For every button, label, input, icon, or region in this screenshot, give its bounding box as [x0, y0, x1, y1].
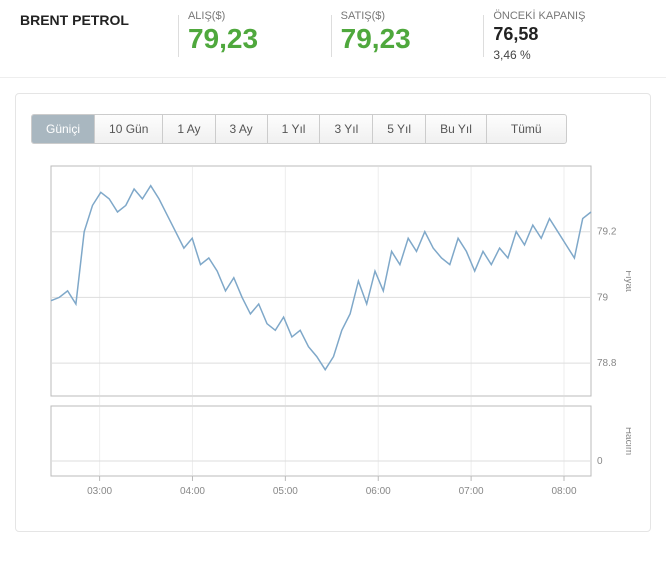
- tab-tümü[interactable]: Tümü: [487, 115, 566, 143]
- tab-3-ay[interactable]: 3 Ay: [216, 115, 268, 143]
- price-chart[interactable]: 78.8 79 79.2 0 03:00 04:00 05:00 06:00 07:00 08:0…: [31, 156, 631, 516]
- prev-close-col: ÖNCEKİ KAPANIŞ 76,58 3,46 %: [493, 10, 646, 62]
- tab-güniçi[interactable]: Güniçi: [32, 115, 95, 143]
- buy-value: 79,23: [188, 24, 341, 55]
- instrument-title: BRENT PETROL: [20, 10, 188, 28]
- svg-text:0: 0: [597, 456, 603, 467]
- svg-text:07:00: 07:00: [459, 486, 484, 497]
- chart-container: 78.8 79 79.2 0 03:00 04:00 05:00 06:00 07:00 08:0…: [31, 156, 635, 516]
- svg-text:05:00: 05:00: [273, 486, 298, 497]
- svg-text:78.8: 78.8: [597, 358, 617, 369]
- svg-text:79.2: 79.2: [597, 226, 617, 237]
- tab-10-gün[interactable]: 10 Gün: [95, 115, 163, 143]
- sell-label: SATIŞ($): [341, 10, 494, 22]
- chart-panel: Güniçi10 Gün1 Ay3 Ay1 Yıl3 Yıl5 YılBu Yı…: [15, 93, 651, 532]
- buy-label: ALIŞ($): [188, 10, 341, 22]
- svg-text:03:00: 03:00: [87, 486, 112, 497]
- svg-text:08:00: 08:00: [551, 486, 576, 497]
- tab-bu-yıl[interactable]: Bu Yıl: [426, 115, 487, 143]
- prev-close-value: 76,58: [493, 24, 646, 46]
- timeframe-tabs: Güniçi10 Gün1 Ay3 Ay1 Yıl3 Yıl5 YılBu Yı…: [31, 114, 567, 144]
- tab-1-yıl[interactable]: 1 Yıl: [268, 115, 321, 143]
- prev-close-label: ÖNCEKİ KAPANIŞ: [493, 10, 646, 22]
- instrument-title-col: BRENT PETROL: [20, 10, 188, 62]
- svg-text:06:00: 06:00: [366, 486, 391, 497]
- tab-5-yıl[interactable]: 5 Yıl: [373, 115, 426, 143]
- header: BRENT PETROL ALIŞ($) 79,23 SATIŞ($) 79,2…: [0, 0, 666, 78]
- svg-text:79: 79: [597, 292, 609, 303]
- buy-col: ALIŞ($) 79,23: [188, 10, 341, 62]
- change-percent: 3,46 %: [493, 48, 646, 62]
- sell-value: 79,23: [341, 24, 494, 55]
- sell-col: SATIŞ($) 79,23: [341, 10, 494, 62]
- tab-1-ay[interactable]: 1 Ay: [163, 115, 215, 143]
- tab-3-yıl[interactable]: 3 Yıl: [320, 115, 373, 143]
- svg-text:Fiyat: Fiyat: [623, 270, 631, 292]
- svg-text:04:00: 04:00: [180, 486, 205, 497]
- svg-text:Hacim: Hacim: [623, 426, 631, 454]
